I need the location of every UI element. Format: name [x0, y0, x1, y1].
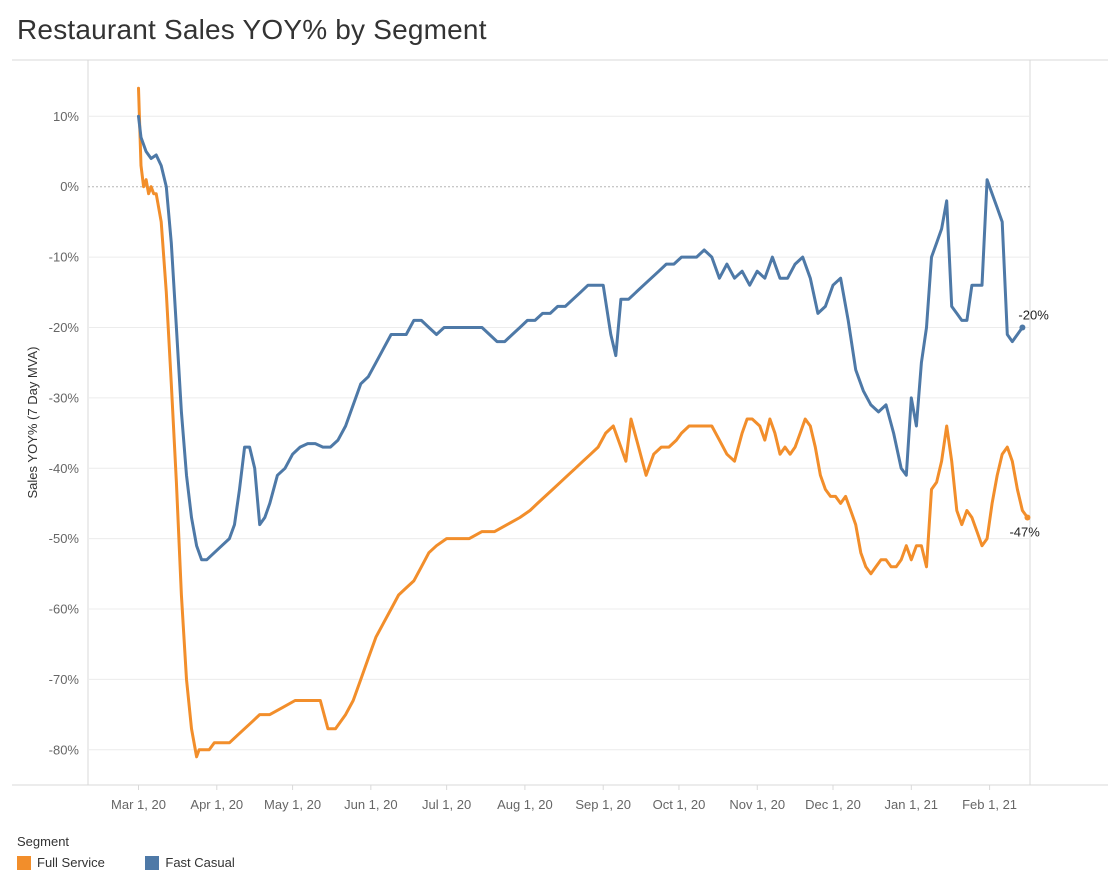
y-axis: 10% 0% -10% -20% -30% -40% -50% -60% -70% -80% Sal… [25, 109, 79, 757]
x-tick-label: Dec 1, 20 [805, 797, 861, 812]
series-lines [137, 86, 1029, 759]
end-label-full-service: -47% [1009, 525, 1040, 540]
grid-lines [88, 115, 1030, 751]
y-tick-label: -10% [49, 250, 80, 265]
legend-item-fast-casual[interactable]: Fast Casual [145, 855, 235, 870]
y-axis-title: Sales YOY% (7 Day MVA) [25, 347, 40, 499]
legend-label-full-service: Full Service [37, 855, 105, 870]
line-chart[interactable]: 10% 0% -10% -20% -30% -40% -50% -60% -70% -80% Sal… [0, 0, 1120, 820]
end-label-fast-casual: -20% [1018, 307, 1049, 322]
x-axis: Mar 1, 20 Apr 1, 20 May 1, 20 Jun 1, 20 Jul … [111, 785, 1017, 812]
y-tick-label: -20% [49, 320, 80, 335]
x-tick-label: Mar 1, 20 [111, 797, 166, 812]
legend-item-full-service[interactable]: Full Service [17, 855, 105, 870]
y-tick-label: -80% [49, 742, 80, 757]
x-tick-label: Jun 1, 20 [344, 797, 398, 812]
y-tick-label: 10% [53, 109, 79, 124]
y-tick-label: -30% [49, 390, 80, 405]
y-tick-label: -40% [49, 461, 80, 476]
end-point-full-service [1024, 514, 1031, 521]
series-line-full-service [137, 86, 1029, 759]
chart-frame [12, 59, 1108, 786]
x-tick-label: Sep 1, 20 [575, 797, 631, 812]
end-point-fast-casual [1019, 324, 1026, 331]
x-tick-label: Oct 1, 20 [653, 797, 706, 812]
x-tick-label: Nov 1, 20 [729, 797, 785, 812]
x-tick-label: Feb 1, 21 [962, 797, 1017, 812]
x-tick-label: May 1, 20 [264, 797, 321, 812]
x-tick-label: Jan 1, 21 [885, 797, 939, 812]
y-tick-label: -50% [49, 531, 80, 546]
x-tick-label: Aug 1, 20 [497, 797, 553, 812]
x-tick-label: Jul 1, 20 [422, 797, 471, 812]
end-labels: -47% -20% [1009, 307, 1049, 539]
x-tick-label: Apr 1, 20 [190, 797, 243, 812]
page-title: Restaurant Sales YOY% by Segment [17, 14, 487, 45]
legend-swatch-fast-casual [145, 855, 160, 870]
series-line-fast-casual [137, 114, 1024, 562]
legend: Segment Full Service Fast Casual [17, 834, 271, 875]
y-tick-label: -60% [49, 602, 80, 617]
legend-swatch-full-service [17, 855, 31, 870]
y-tick-label: -70% [49, 672, 80, 687]
y-tick-label: 0% [60, 179, 79, 194]
legend-title: Segment [17, 834, 70, 849]
legend-label-fast-casual: Fast Casual [165, 855, 235, 870]
